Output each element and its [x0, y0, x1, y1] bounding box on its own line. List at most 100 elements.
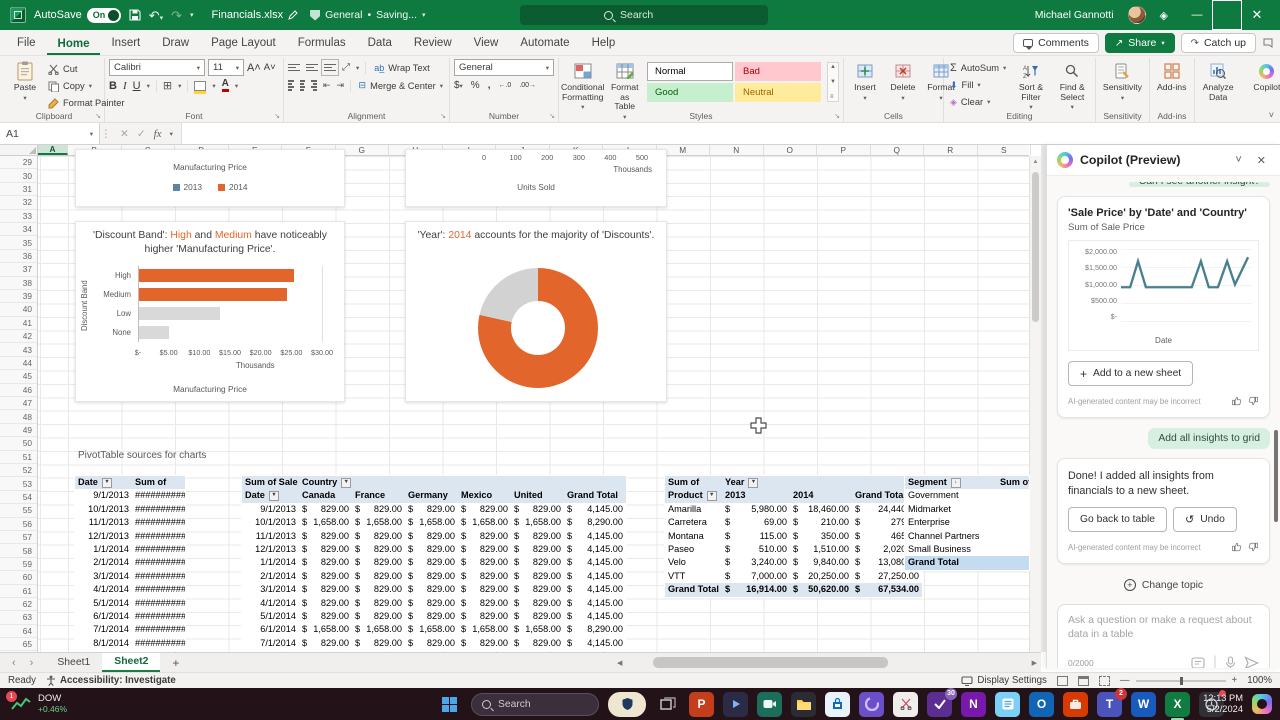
column-header-R[interactable]: R [924, 145, 978, 155]
avatar[interactable] [1127, 6, 1146, 24]
merge-center-button[interactable]: ⊟ Merge & Center ▾ [358, 80, 443, 91]
add-to-new-sheet-button[interactable]: + Add to a new sheet [1068, 361, 1194, 386]
sheet-tab-sheet2[interactable]: Sheet2 [102, 653, 161, 672]
comma-format-button[interactable]: , [487, 80, 491, 91]
paste-button[interactable]: Paste ▾ [8, 59, 42, 104]
autosum-button[interactable]: Σ AutoSum ▾ [949, 62, 1007, 74]
row-header-60[interactable]: 60 [0, 571, 37, 585]
sort-filter-icon[interactable]: ↓ [950, 477, 961, 488]
go-back-to-table-button[interactable]: Go back to table [1068, 507, 1167, 533]
quick-access-chevron-icon[interactable]: ▾ [190, 11, 194, 19]
thumbs-up-icon[interactable] [1231, 541, 1243, 553]
row-header-40[interactable]: 40 [0, 303, 37, 317]
namebox-resize-handle[interactable]: ⋮ [100, 127, 112, 140]
font-color-button[interactable]: A [221, 79, 229, 92]
borders-button[interactable]: ⊞ [162, 80, 173, 92]
document-title[interactable]: Financials.xlsx [211, 9, 284, 21]
collapse-ribbon-chevron-icon[interactable]: ˅ [1268, 110, 1274, 120]
row-header-39[interactable]: 39 [0, 290, 37, 304]
vertical-scrollbar[interactable]: ▲ [1029, 156, 1041, 652]
bold-button[interactable]: B [109, 79, 117, 92]
row-header-43[interactable]: 43 [0, 343, 37, 357]
styles-dialog-launcher[interactable]: ↘ [834, 113, 840, 120]
taskbar-search-input[interactable]: Search [471, 692, 599, 716]
pin-ribbon-icon[interactable] [1262, 37, 1274, 49]
row-header-31[interactable]: 31 [0, 183, 37, 197]
column-header-G[interactable]: G [336, 145, 389, 155]
ribbon-tab-data[interactable]: Data [367, 37, 392, 49]
catch-up-button[interactable]: ↷ Catch up [1180, 33, 1256, 53]
start-button[interactable] [437, 692, 462, 717]
search-input[interactable]: Search [520, 5, 768, 25]
cell-style-bad[interactable]: Bad [735, 62, 822, 81]
align-left-button[interactable] [287, 79, 294, 93]
format-as-table-button[interactable]: Format as Table ▾ [607, 59, 644, 123]
notepad-icon[interactable] [995, 691, 1020, 717]
undo-button[interactable]: ↶▾ [148, 7, 164, 23]
align-center-button[interactable] [299, 79, 306, 93]
row-header-36[interactable]: 36 [0, 250, 37, 264]
snipping-tool-icon[interactable] [893, 691, 918, 717]
copilot-ribbon-button[interactable]: Copilot [1247, 59, 1280, 95]
zoom-knob[interactable] [1179, 676, 1183, 685]
top-align-button[interactable] [287, 62, 300, 73]
sensitivity-button[interactable]: Sensitivity ▾ [1100, 59, 1145, 104]
row-header-56[interactable]: 56 [0, 518, 37, 531]
clock-icon[interactable] [1199, 689, 1226, 717]
row-header-64[interactable]: 64 [0, 625, 37, 639]
ribbon-tab-home[interactable]: Home [46, 34, 101, 55]
row-header-41[interactable]: 41 [0, 317, 37, 331]
clipboard-dialog-launcher[interactable]: ↘ [95, 113, 101, 120]
row-header-47[interactable]: 47 [0, 397, 37, 411]
enter-formula-icon[interactable]: ✓ [136, 127, 146, 140]
font-size-select[interactable]: 11 ▾ [208, 59, 244, 76]
increase-indent-button[interactable]: ⇥ [336, 80, 345, 90]
shrink-font-button[interactable]: A˅ [263, 62, 276, 73]
row-header-48[interactable]: 48 [0, 410, 37, 424]
column-header-P[interactable]: P [817, 145, 871, 155]
row-header-51[interactable]: 51 [0, 451, 37, 464]
prompt-guide-icon[interactable] [1191, 657, 1205, 668]
pane-close-icon[interactable]: ✕ [1256, 154, 1266, 167]
ribbon-tab-formulas[interactable]: Formulas [297, 37, 346, 49]
sheet-tab-sheet1[interactable]: Sheet1 [57, 657, 91, 668]
row-header-35[interactable]: 35 [0, 236, 37, 250]
camera-icon[interactable] [757, 691, 782, 717]
fill-color-button[interactable] [194, 80, 207, 94]
column-header-N[interactable]: N [710, 145, 764, 155]
cell-style-neutral[interactable]: Neutral [735, 83, 822, 102]
addins-button[interactable]: Add-ins [1154, 59, 1189, 95]
horizontal-scrollbar[interactable]: ◀ ▶ [617, 656, 1037, 669]
save-icon[interactable] [129, 9, 141, 21]
next-sheet-arrow[interactable]: › [29, 656, 34, 669]
delete-cells-button[interactable]: Delete ▾ [886, 59, 920, 104]
ribbon-tab-help[interactable]: Help [591, 37, 616, 49]
accessibility-status[interactable]: Accessibility: Investigate [46, 675, 176, 686]
bottom-align-button[interactable] [320, 59, 339, 76]
number-dialog-launcher[interactable]: ↘ [549, 113, 555, 120]
increase-decimal-button[interactable]: ←.0 [498, 82, 512, 89]
row-header-55[interactable]: 55 [0, 504, 37, 518]
column-header-S[interactable]: S [978, 145, 1031, 155]
ribbon-tab-draw[interactable]: Draw [162, 37, 190, 49]
page-layout-view-button[interactable] [1077, 675, 1089, 686]
row-header-32[interactable]: 32 [0, 196, 37, 210]
thumbs-up-icon[interactable] [1231, 395, 1243, 407]
excel-icon[interactable]: X [1165, 691, 1190, 720]
vertical-scroll-thumb[interactable] [1032, 172, 1039, 322]
microphone-icon[interactable] [1225, 656, 1236, 668]
share-button[interactable]: ↗ Share ▾ [1104, 33, 1175, 53]
fill-button[interactable]: ⬇ Fill ▾ [949, 79, 981, 91]
zoom-in-button[interactable]: + [1231, 675, 1238, 686]
row-header-54[interactable]: 54 [0, 491, 37, 505]
row-header-61[interactable]: 61 [0, 585, 37, 598]
number-format-select[interactable]: General ▾ [453, 59, 554, 76]
taskbar-clock[interactable]: 12:13 PM 5/2/2024 [1203, 692, 1243, 714]
row-header-58[interactable]: 58 [0, 544, 37, 558]
insert-cells-button[interactable]: Insert ▾ [848, 59, 882, 104]
sensitivity-status[interactable]: General • Saving... ▾ [310, 9, 426, 21]
date-pivot-table[interactable]: Date ▼ Sum of 9/1/2013 ########## 10/1/2013 ##… [75, 476, 185, 651]
copilot-scrollbar-thumb[interactable] [1274, 430, 1278, 522]
conditional-formatting-button[interactable]: Conditional Formatting ▾ [561, 59, 604, 114]
row-headers[interactable]: 29 30 31 32 33 34 35 36 37 38 39 40 41 42 43 44 45 46 47 48… [0, 156, 38, 652]
